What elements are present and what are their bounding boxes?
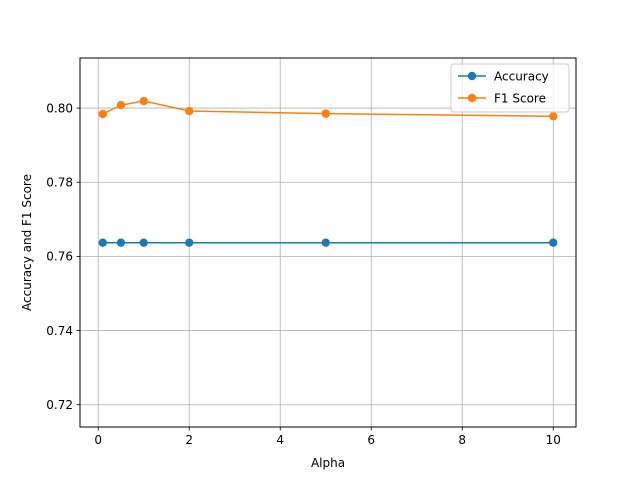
series-f1-score: [98, 96, 558, 121]
x-tick-label: 0: [94, 433, 102, 447]
x-tick-label: 2: [185, 433, 193, 447]
data-point-accuracy: [321, 238, 330, 247]
legend: Accuracy F1 Score: [450, 63, 570, 113]
legend-label: F1 Score: [494, 91, 546, 105]
data-point-accuracy: [139, 238, 148, 247]
data-point-accuracy: [185, 238, 194, 247]
y-tick-label: 0.76: [46, 250, 73, 264]
data-point-f1-score: [321, 109, 330, 118]
data-point-accuracy: [549, 238, 558, 247]
y-tick-label: 0.78: [46, 176, 73, 190]
data-point-f1-score: [116, 100, 126, 110]
y-axis-label: Accuracy and F1 Score: [20, 174, 34, 311]
x-tick-label: 10: [546, 433, 561, 447]
legend-marker: [467, 71, 477, 81]
plot-frame: [79, 57, 577, 428]
data-point-f1-score: [98, 109, 107, 119]
y-tick-label: 0.80: [46, 101, 73, 115]
data-point-f1-score: [139, 96, 148, 106]
y-tick-label: 0.72: [46, 398, 73, 412]
legend-item: Accuracy: [458, 69, 549, 83]
series-layer: [98, 96, 558, 247]
series-accuracy: [98, 238, 558, 247]
x-tick-label: 6: [367, 433, 375, 447]
data-point-f1-score: [549, 112, 558, 121]
legend-label: Accuracy: [494, 69, 549, 83]
x-axis-label: Alpha: [311, 456, 345, 470]
legend-item: F1 Score: [458, 91, 546, 105]
legend-marker: [467, 93, 477, 103]
y-tick-label: 0.74: [46, 324, 73, 338]
data-point-accuracy: [98, 238, 107, 247]
data-point-accuracy: [116, 238, 126, 247]
data-point-f1-score: [185, 106, 194, 116]
x-tick-label: 4: [276, 433, 284, 447]
y-axis: 0.72 0.74 0.76 0.78 0.80: [46, 101, 80, 412]
x-axis: 0 2 4 6 8 10: [94, 427, 561, 447]
x-tick-label: 8: [458, 433, 466, 447]
